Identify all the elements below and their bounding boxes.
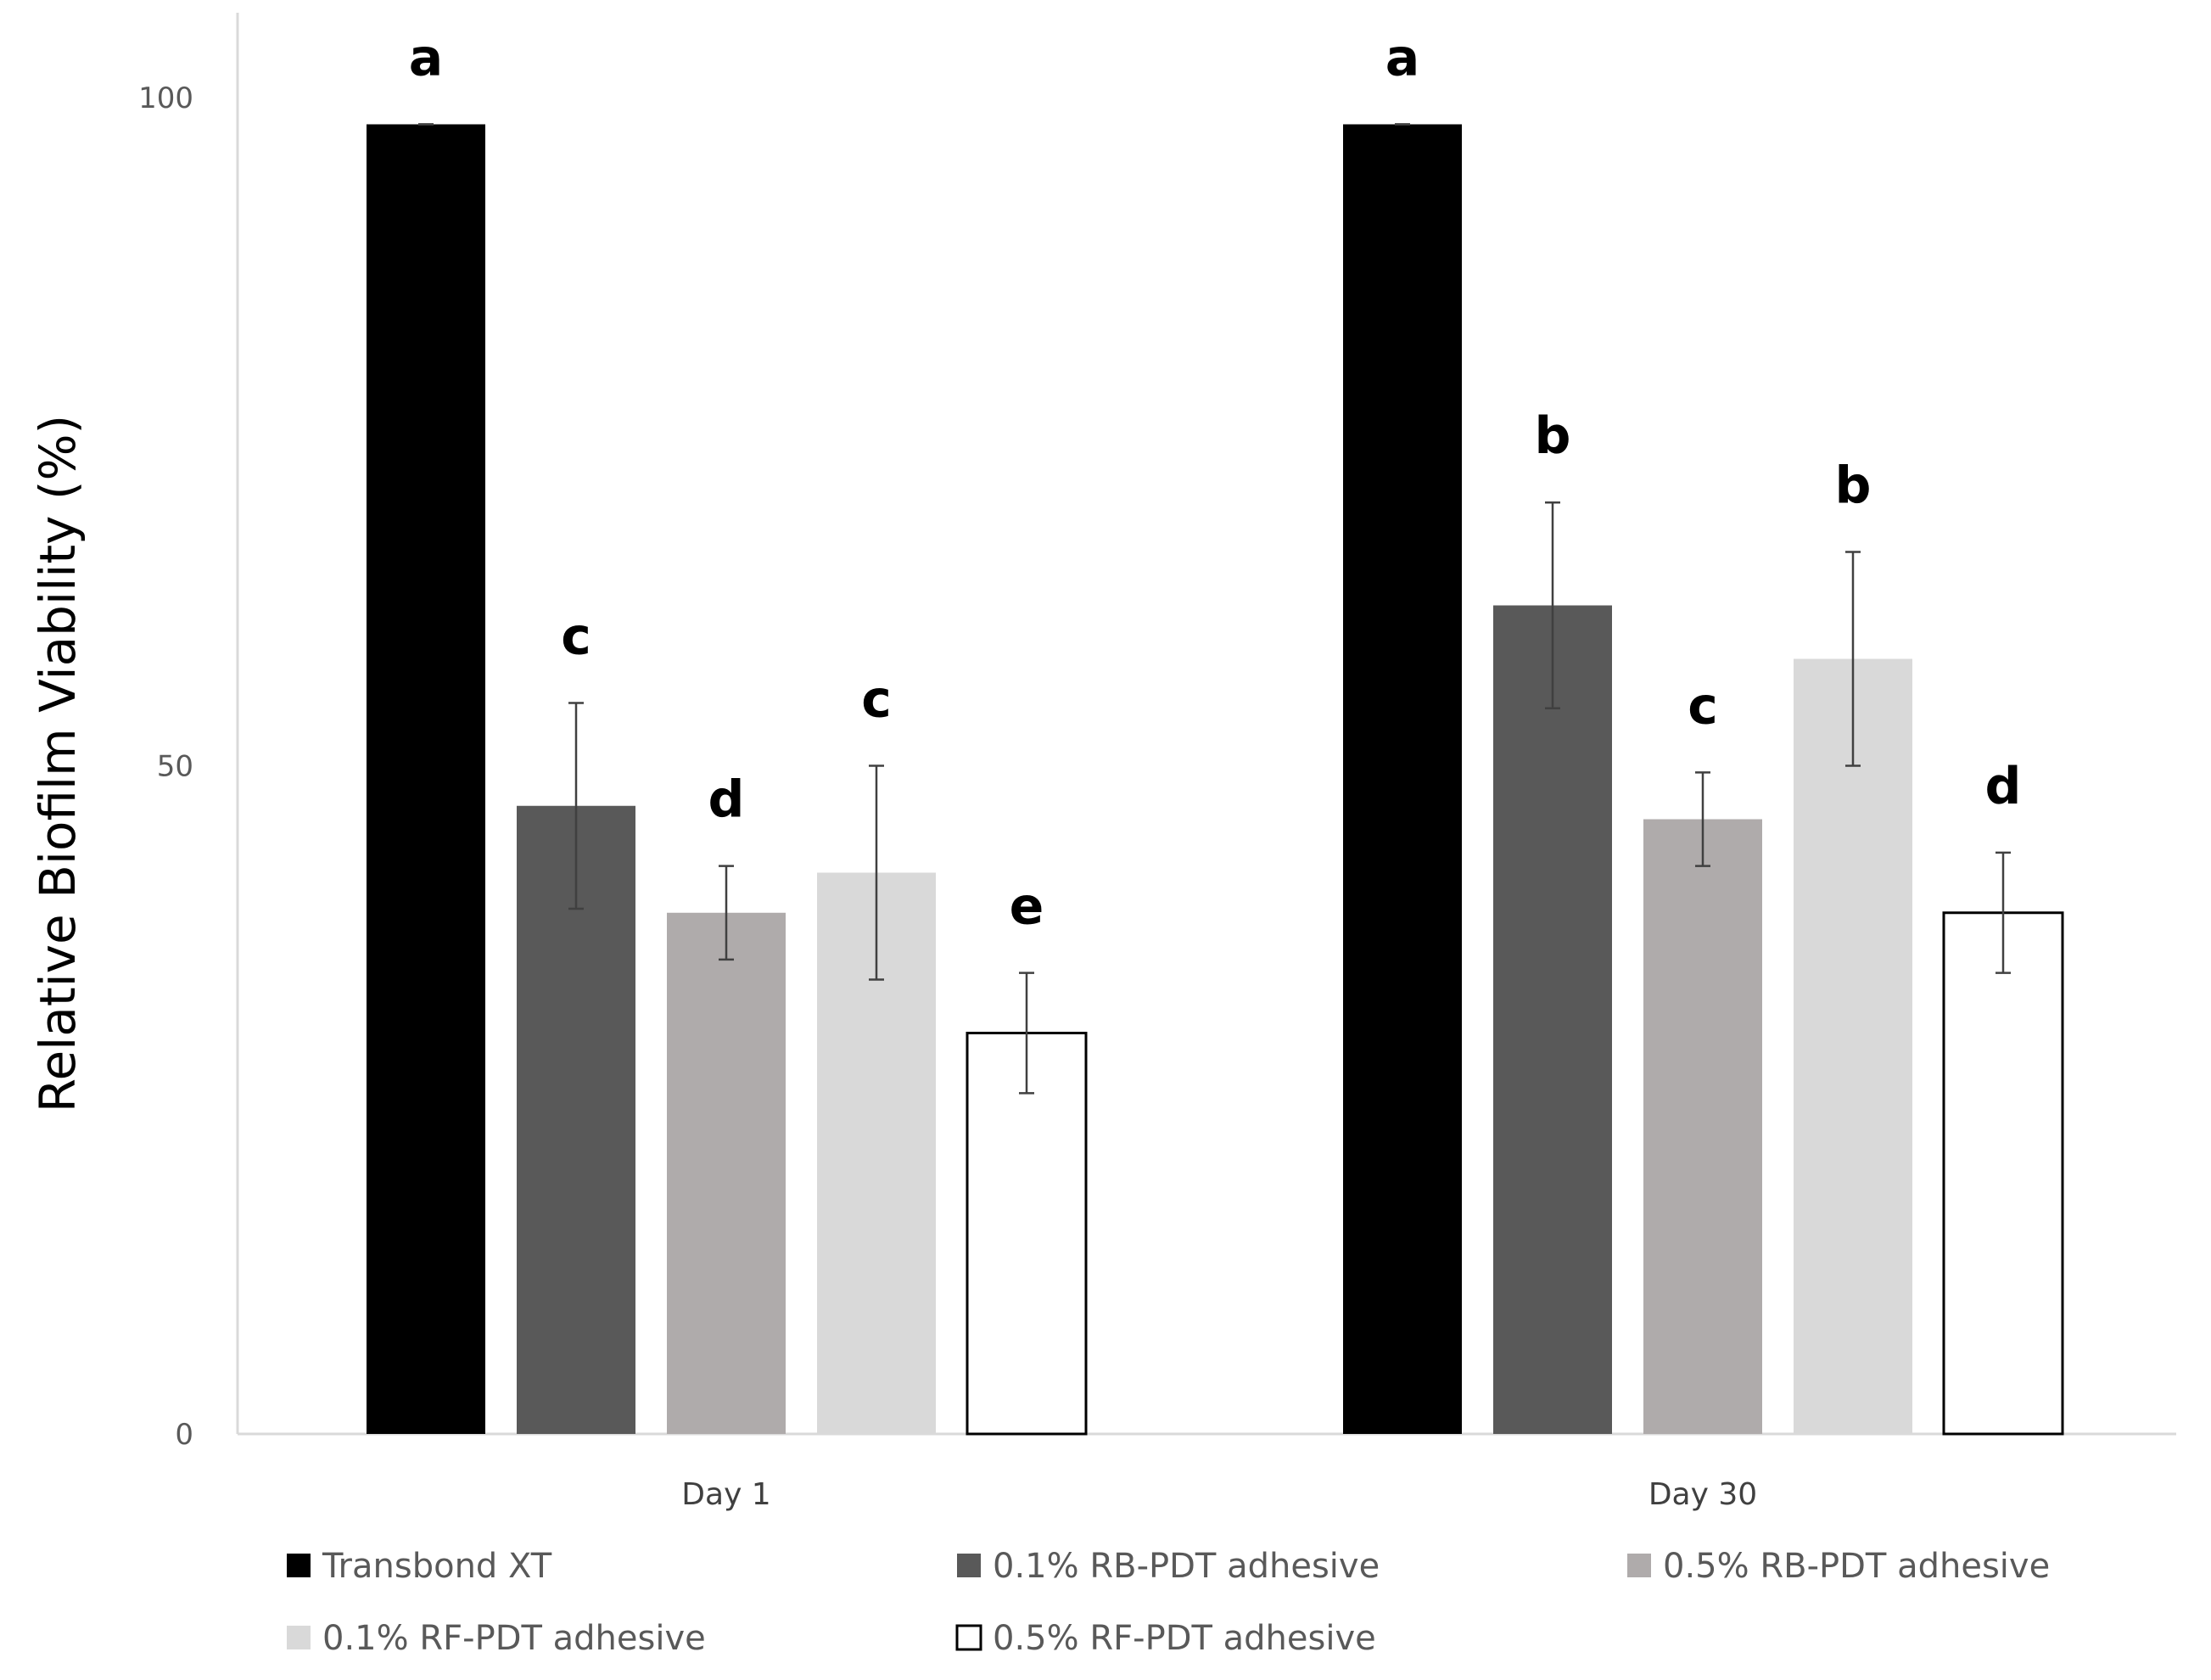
- x-category-label: Day 1: [681, 1477, 770, 1512]
- legend-label: 0.1% RF-PDT adhesive: [322, 1619, 706, 1658]
- error-bar: [568, 702, 584, 910]
- bar-0-1-rb-pdt-adhesive-day-30: [1493, 605, 1612, 1434]
- error-bar: [1845, 551, 1861, 767]
- bar-0-5-rb-pdt-adhesive-day-1: [667, 912, 786, 1434]
- legend-swatch: [957, 1554, 981, 1577]
- legend-item: 0.1% RB-PDT adhesive: [957, 1547, 1380, 1586]
- legend-item: 0.5% RB-PDT adhesive: [1627, 1547, 2050, 1586]
- legend-item: 0.1% RF-PDT adhesive: [287, 1619, 706, 1658]
- bars-group: [367, 124, 2064, 1436]
- error-bars-group: [418, 123, 2011, 1095]
- bar-0-5-rf-pdt-adhesive-day-30: [1942, 911, 2064, 1436]
- y-tick-label: 0: [175, 1418, 193, 1452]
- error-bar: [1695, 771, 1710, 867]
- legend-label: 0.5% RF-PDT adhesive: [993, 1619, 1376, 1658]
- legend-label: Transbond XT: [322, 1547, 552, 1586]
- significance-letter: c: [561, 607, 591, 666]
- error-bar: [1019, 972, 1034, 1095]
- bar-0-1-rf-pdt-adhesive-day-30: [1794, 658, 1912, 1434]
- significance-letter: a: [409, 29, 444, 88]
- legend-swatch: [287, 1626, 311, 1649]
- legend: Transbond XT 0.1% RB-PDT adhesive 0.5% RB-…: [287, 1547, 2050, 1658]
- significance-letter: a: [1385, 29, 1420, 88]
- error-bar: [1545, 501, 1560, 710]
- legend-item: Transbond XT: [287, 1547, 552, 1586]
- legend-label: 0.1% RB-PDT adhesive: [993, 1547, 1380, 1586]
- error-bar: [1995, 851, 2011, 974]
- bar-0-5-rf-pdt-adhesive-day-1: [966, 1032, 1088, 1436]
- legend-swatch: [287, 1554, 311, 1577]
- legend-item: 0.5% RF-PDT adhesive: [955, 1619, 1376, 1658]
- significance-letter: d: [708, 770, 745, 830]
- legend-swatch: [1627, 1554, 1651, 1577]
- y-tick-labels: 0 50 100: [138, 81, 193, 1452]
- y-axis-label: Relative Biofilm Viability (%): [29, 415, 87, 1112]
- significance-letter: b: [1835, 456, 1872, 516]
- bar-transbond-xt-day-1: [367, 124, 485, 1434]
- x-category-labels: Day 1 Day 30: [681, 1477, 1757, 1512]
- significance-letter: d: [1985, 757, 2022, 816]
- bar-transbond-xt-day-30: [1343, 124, 1462, 1434]
- significance-letters-group: a c d c e a b c b d: [409, 29, 2022, 937]
- bar-0-5-rb-pdt-adhesive-day-30: [1643, 819, 1762, 1434]
- error-bar: [719, 865, 734, 961]
- legend-swatch: [955, 1624, 982, 1651]
- y-tick-label: 100: [138, 81, 193, 115]
- significance-letter: b: [1535, 406, 1571, 466]
- significance-letter: c: [1688, 676, 1718, 736]
- legend-label: 0.5% RB-PDT adhesive: [1663, 1547, 2050, 1586]
- y-tick-label: 50: [157, 750, 193, 784]
- bar-0-1-rb-pdt-adhesive-day-1: [517, 805, 635, 1434]
- significance-letter: e: [1010, 877, 1044, 937]
- significance-letter: c: [861, 670, 892, 730]
- error-bar: [869, 764, 884, 981]
- x-category-label: Day 30: [1648, 1477, 1757, 1512]
